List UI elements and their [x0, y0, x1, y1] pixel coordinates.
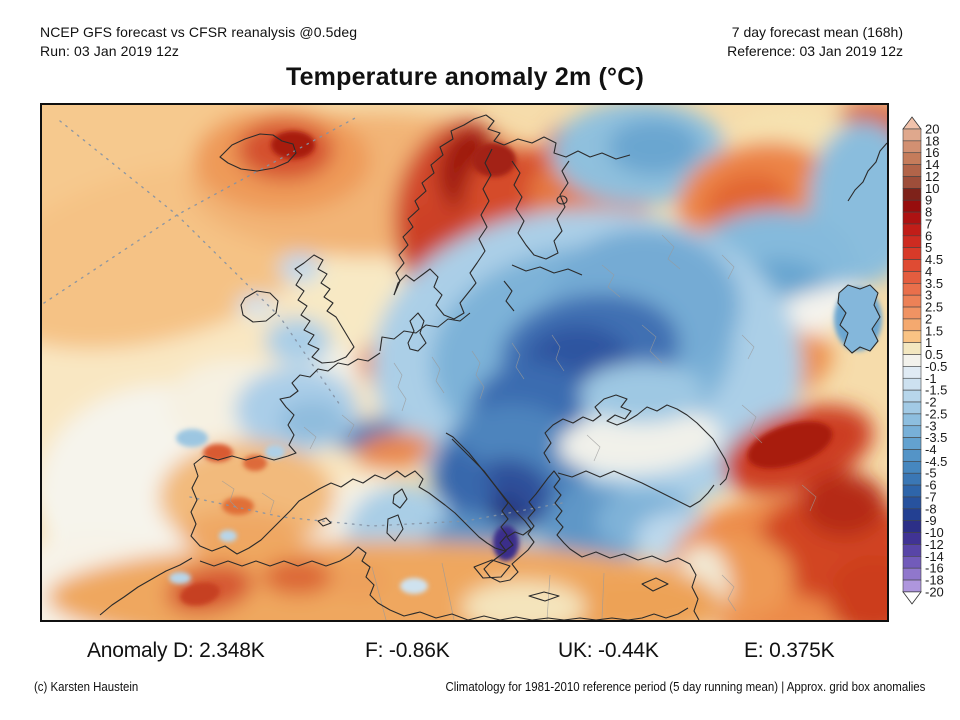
region-tunisia-orange: [329, 562, 387, 600]
region-mideast-dark: [802, 473, 886, 537]
region-spain-red-1: [203, 444, 233, 462]
region-algeria-red: [262, 559, 334, 595]
forecast-info: 7 day forecast mean (168h) Reference: 03…: [727, 23, 903, 61]
model-info: NCEP GFS forecast vs CFSR reanalysis @0.…: [40, 23, 357, 61]
forecast-info-line2: Reference: 03 Jan 2019 12z: [727, 42, 903, 61]
coast-caspian: [838, 285, 880, 353]
colorbar-band: [903, 319, 921, 331]
region-france-blue-core: [279, 400, 345, 442]
colorbar-band: [903, 497, 921, 509]
colorbar-band: [903, 212, 921, 224]
region-spain-red-3: [222, 497, 254, 515]
region-england-blue: [265, 318, 331, 364]
region-atlas-blue-fleck: [169, 572, 191, 584]
colorbar-band: [903, 580, 921, 592]
colorbar: 201816141210987654.543.532.521.510.5-0.5…: [899, 116, 959, 616]
colorbar-band: [903, 129, 921, 141]
colorbar-band: [903, 438, 921, 450]
anomaly-field: [42, 105, 887, 620]
anomaly-map: [40, 103, 889, 622]
region-greece-purple: [493, 525, 519, 561]
region-galicia-blue: [176, 429, 208, 447]
colorbar-band: [903, 509, 921, 521]
colorbar-band: [903, 473, 921, 485]
anomaly-value-uk: UK: -0.44K: [558, 639, 659, 663]
credit-text: (c) Karsten Haustein: [34, 679, 138, 694]
region-finland-dark-spot: [472, 143, 516, 177]
colorbar-band: [903, 355, 921, 367]
colorbar-band: [903, 485, 921, 497]
colorbar-band: [903, 295, 921, 307]
colorbar-band: [903, 568, 921, 580]
colorbar-band: [903, 307, 921, 319]
colorbar-band: [903, 271, 921, 283]
region-spain-blue-2: [219, 530, 237, 542]
colorbar-band: [903, 153, 921, 165]
colorbar-band: [903, 224, 921, 236]
colorbar-band: [903, 141, 921, 153]
colorbar-scale: 201816141210987654.543.532.521.510.5-0.5…: [899, 116, 959, 616]
anomaly-value-d: Anomaly D: 2.348K: [87, 639, 265, 663]
colorbar-band: [903, 521, 921, 533]
anomaly-value-f: F: -0.86K: [365, 639, 450, 663]
colorbar-band: [903, 449, 921, 461]
anomaly-value-e: E: 0.375K: [744, 639, 834, 663]
forecast-info-line1: 7 day forecast mean (168h): [727, 23, 903, 42]
colorbar-bottom-arrow: [903, 592, 921, 604]
colorbar-band: [903, 366, 921, 378]
colorbar-band: [903, 165, 921, 177]
colorbar-band: [903, 188, 921, 200]
colorbar-band: [903, 414, 921, 426]
weather-map-page: NCEP GFS forecast vs CFSR reanalysis @0.…: [0, 0, 960, 720]
region-libya-blue-fleck: [400, 578, 428, 594]
model-info-line2: Run: 03 Jan 2019 12z: [40, 42, 357, 61]
colorbar-band: [903, 544, 921, 556]
colorbar-band: [903, 378, 921, 390]
colorbar-tick: -20: [925, 584, 944, 599]
colorbar-band: [903, 343, 921, 355]
colorbar-band: [903, 248, 921, 260]
page-title: Temperature anomaly 2m (°C): [40, 63, 890, 92]
climatology-note: Climatology for 1981-2010 reference peri…: [445, 679, 925, 694]
model-info-line1: NCEP GFS forecast vs CFSR reanalysis @0.…: [40, 23, 357, 42]
colorbar-band: [903, 426, 921, 438]
colorbar-band: [903, 533, 921, 545]
colorbar-band: [903, 200, 921, 212]
colorbar-band: [903, 331, 921, 343]
colorbar-band: [903, 402, 921, 414]
colorbar-band: [903, 176, 921, 188]
region-spain-blue-1: [265, 445, 285, 459]
colorbar-band: [903, 461, 921, 473]
colorbar-band: [903, 260, 921, 272]
region-top-center-blue-core: [608, 119, 700, 175]
colorbar-band: [903, 556, 921, 568]
colorbar-band: [903, 283, 921, 295]
colorbar-top-arrow: [903, 117, 921, 129]
anomaly-blobs-soft: [42, 105, 887, 620]
colorbar-band: [903, 390, 921, 402]
colorbar-band: [903, 236, 921, 248]
